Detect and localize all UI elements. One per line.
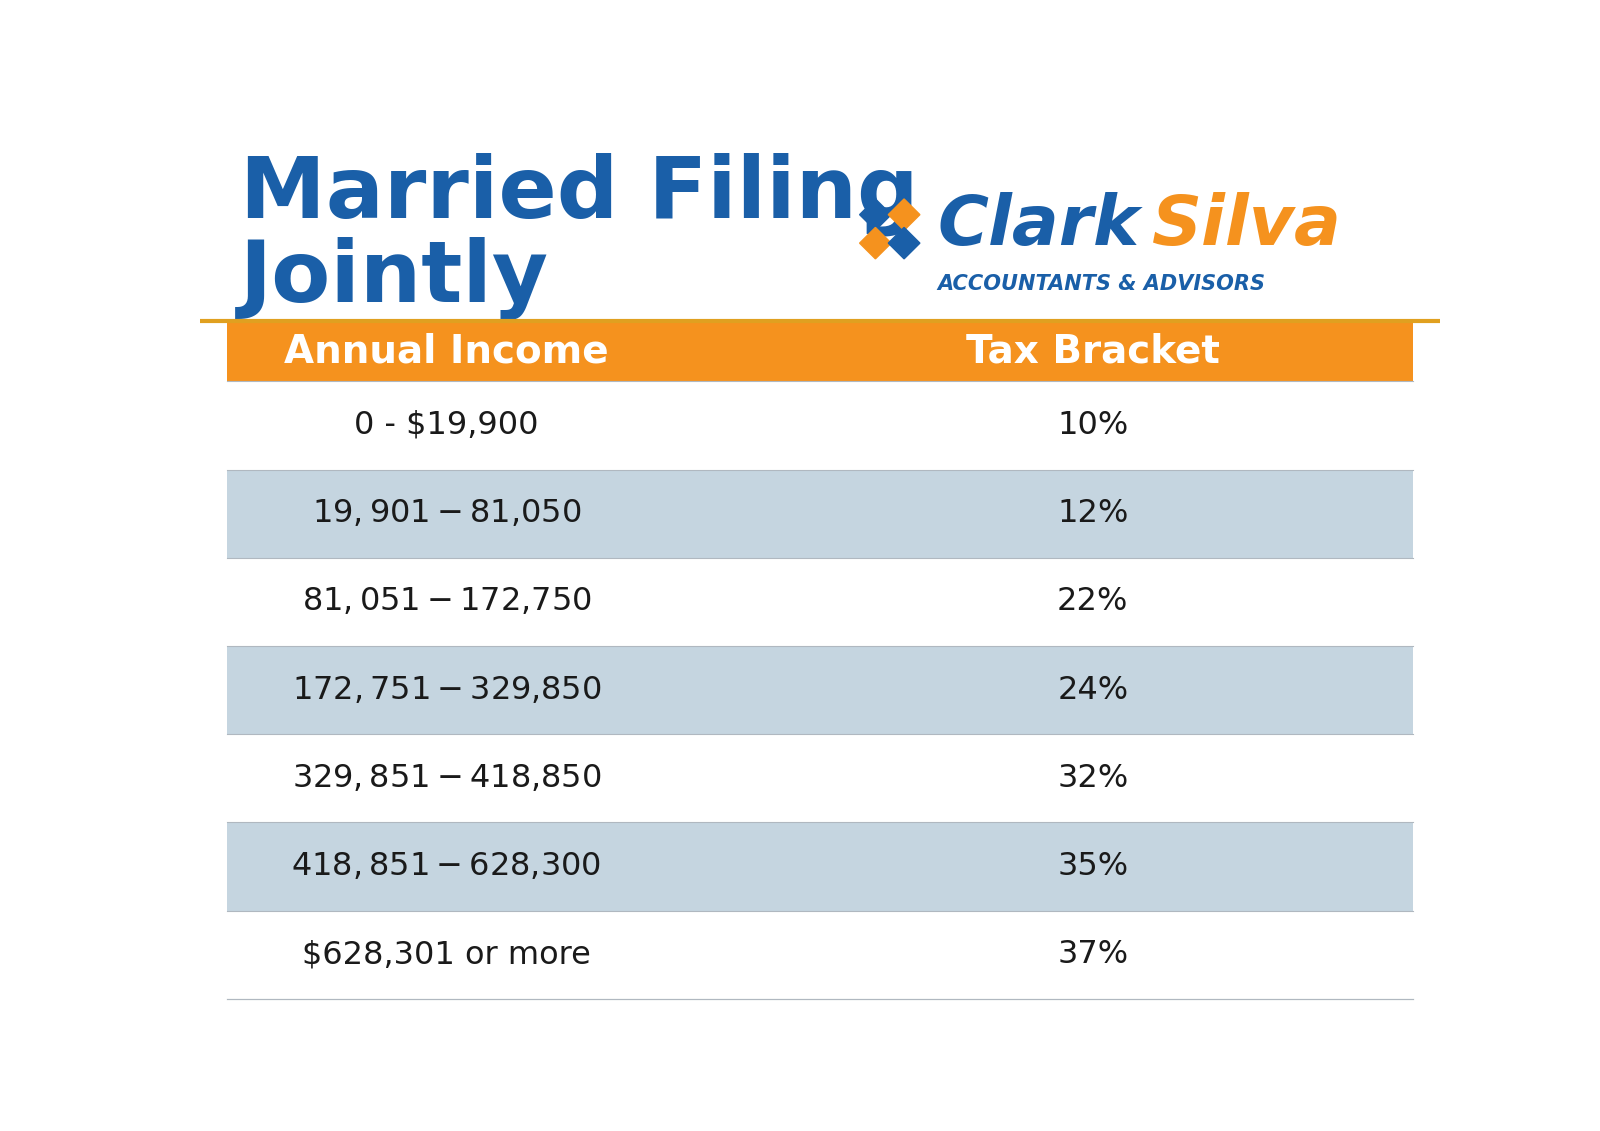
Text: $418,851 - $628,300: $418,851 - $628,300 (291, 851, 602, 882)
Text: 32%: 32% (1058, 762, 1128, 794)
Polygon shape (859, 199, 891, 231)
Text: 37%: 37% (1058, 939, 1128, 970)
Text: $81,051 - $172,750: $81,051 - $172,750 (302, 586, 592, 618)
Bar (227, 558, 1413, 646)
Bar (227, 822, 1413, 910)
Polygon shape (888, 199, 920, 231)
Polygon shape (859, 227, 891, 259)
Bar (227, 910, 1413, 999)
Text: $172,751 - $329,850: $172,751 - $329,850 (291, 674, 602, 706)
Bar (227, 469, 1413, 558)
Bar (227, 734, 1413, 822)
Text: Silva: Silva (1152, 191, 1341, 259)
Text: 12%: 12% (1058, 498, 1128, 529)
Bar (227, 381, 1413, 469)
Text: Jointly: Jointly (240, 238, 549, 320)
Text: 35%: 35% (1058, 851, 1128, 882)
Text: Tax Bracket: Tax Bracket (966, 333, 1219, 370)
Text: $628,301 or more: $628,301 or more (302, 939, 590, 970)
Text: $19,901 - $81,050: $19,901 - $81,050 (312, 498, 581, 529)
Text: 10%: 10% (1058, 409, 1128, 441)
Text: ACCOUNTANTS & ADVISORS: ACCOUNTANTS & ADVISORS (938, 275, 1266, 294)
Text: $329,851 - $418,850: $329,851 - $418,850 (291, 762, 602, 794)
Text: 24%: 24% (1058, 674, 1128, 706)
Text: 0 - $19,900: 0 - $19,900 (354, 409, 539, 441)
Text: Married Filing: Married Filing (240, 153, 918, 236)
Text: Clark: Clark (938, 191, 1141, 259)
Text: 22%: 22% (1058, 586, 1128, 618)
Text: Annual Income: Annual Income (285, 333, 610, 370)
Bar (227, 321, 1413, 381)
Bar (227, 646, 1413, 734)
Polygon shape (888, 227, 920, 259)
